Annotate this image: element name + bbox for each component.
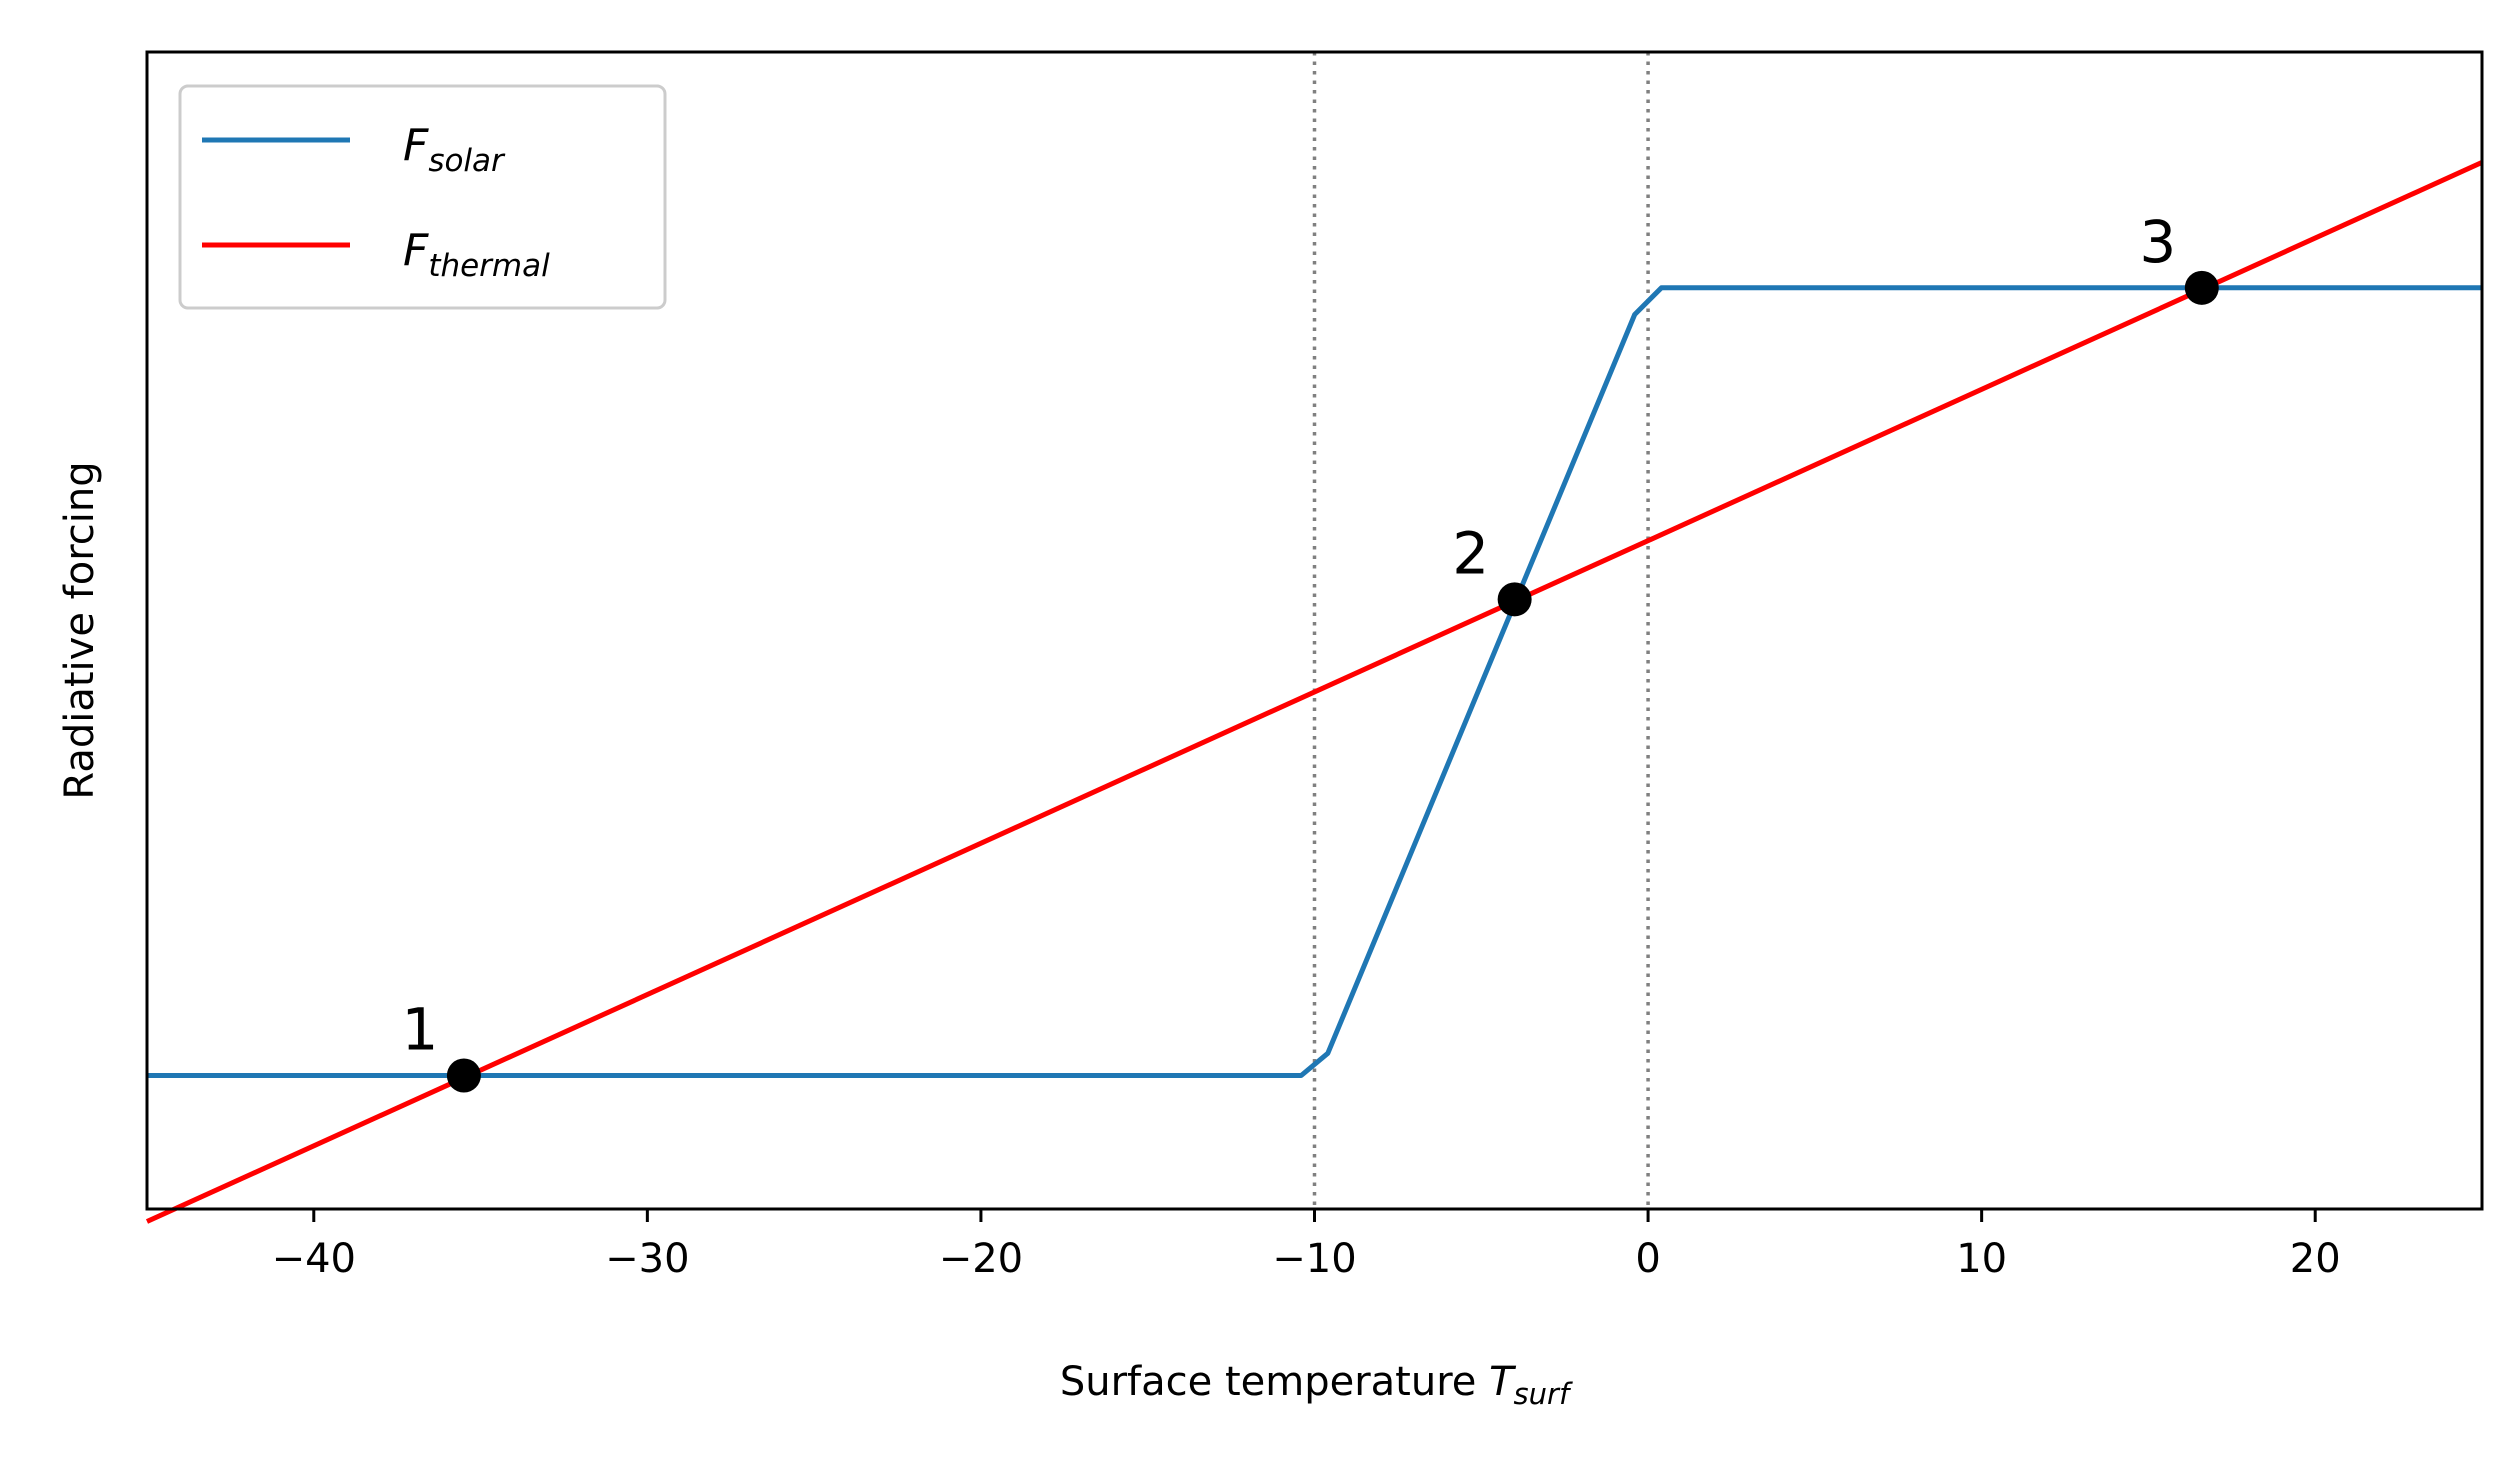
x-axis-label-subscript: surf — [1514, 1377, 1573, 1411]
equilibrium-point-1 — [446, 1058, 481, 1093]
series-line-thermal — [145, 160, 2484, 1224]
x-axis-label-main: Surface temperature — [1060, 1359, 1489, 1405]
x-tick-label: 0 — [1635, 1236, 1660, 1282]
x-tick-label: −10 — [1272, 1236, 1356, 1282]
legend-label-solar: Fsolar — [403, 120, 506, 179]
equilibrium-label-3: 3 — [2139, 208, 2176, 276]
equilibrium-point-2 — [1497, 582, 1532, 617]
legend-label-solar-subscript: solar — [428, 143, 506, 179]
series-line-solar — [147, 285, 2482, 1078]
points-layer: 1 2 3 — [401, 208, 2219, 1093]
x-tick-label: −40 — [272, 1236, 356, 1282]
x-tick-label: 20 — [2290, 1236, 2341, 1282]
threshold-lines — [1312, 52, 1650, 1209]
series-layer — [145, 160, 2484, 1224]
x-tick-label: −30 — [605, 1236, 689, 1282]
legend-label-thermal: Fthermal — [403, 225, 550, 284]
x-axis-label-variable: T — [1489, 1359, 1517, 1405]
equilibrium-label-1: 1 — [401, 996, 438, 1064]
equilibrium-point-3 — [2184, 270, 2219, 305]
legend: Fsolar Fthermal — [178, 84, 667, 310]
legend-label-thermal-subscript: thermal — [428, 248, 550, 284]
x-tick-label: −20 — [939, 1236, 1023, 1282]
equilibrium-label-2: 2 — [1452, 519, 1489, 587]
legend-label-thermal-main: F — [403, 225, 429, 276]
legend-label-solar-main: F — [403, 120, 429, 171]
x-axis-label: Surface temperature Tsurf — [1060, 1359, 1573, 1411]
y-axis-label: Radiative forcing — [57, 461, 103, 799]
x-axis-ticks: −40 −30 −20 −10 0 10 20 — [272, 1209, 2341, 1282]
x-tick-label: 10 — [1956, 1236, 2007, 1282]
